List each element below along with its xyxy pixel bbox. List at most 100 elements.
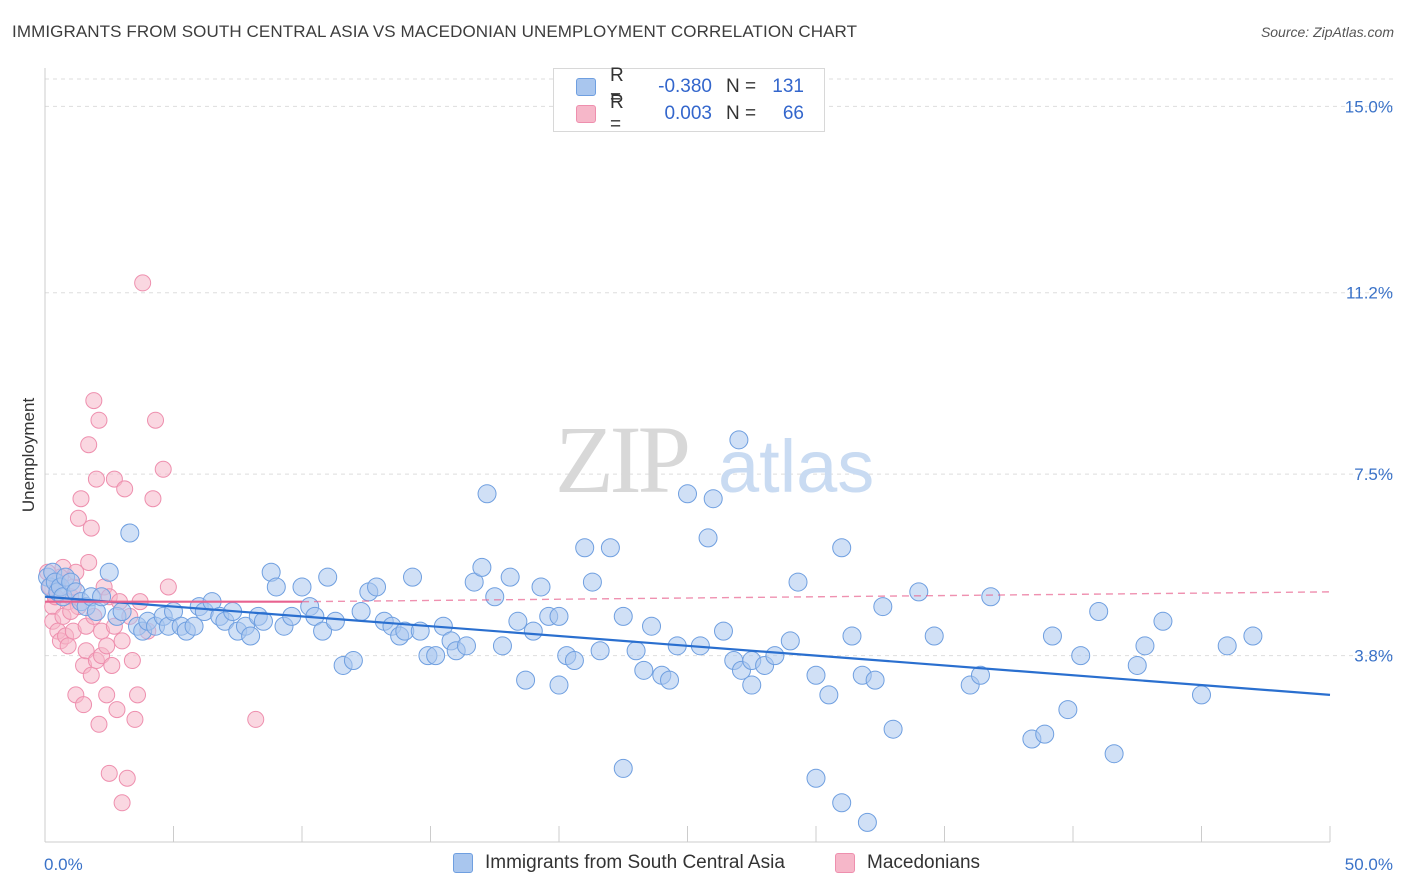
south-central-asia-point — [1104, 744, 1124, 764]
macedonians-point — [87, 470, 105, 488]
macedonians-point — [147, 411, 165, 429]
series-swatch-pink — [835, 853, 855, 873]
south-central-asia-point — [523, 621, 543, 641]
macedonians-point — [103, 656, 121, 674]
south-central-asia-point — [970, 665, 990, 685]
south-central-asia-point — [1089, 601, 1109, 621]
macedonians-point — [72, 490, 90, 508]
south-central-asia-point — [729, 430, 749, 450]
south-central-asia-point — [500, 567, 520, 587]
x-tick-label: 0.0% — [44, 855, 83, 874]
south-central-asia-point — [549, 606, 569, 626]
legend-swatch-blue — [576, 78, 596, 96]
legend-row-south-central-asia: R = -0.380 N = 131 — [576, 65, 804, 108]
south-central-asia-point — [575, 538, 595, 558]
south-central-asia-point — [516, 670, 536, 690]
macedonians-point — [108, 701, 126, 719]
macedonians-points — [39, 274, 265, 812]
macedonians-point — [113, 632, 131, 650]
south-central-asia-point — [698, 528, 718, 548]
south-central-asia-point — [253, 611, 273, 631]
south-central-asia-point — [832, 793, 852, 813]
south-central-asia-point — [492, 636, 512, 656]
macedonians-point — [118, 769, 136, 787]
chart-source: Source: ZipAtlas.com — [1260, 24, 1394, 40]
axes — [44, 68, 1331, 843]
south-central-asia-point — [909, 582, 929, 602]
series-legend: Immigrants from South Central Asia Maced… — [0, 852, 1406, 876]
grid-lines — [45, 78, 1395, 657]
macedonians-point — [116, 480, 134, 498]
south-central-asia-point — [1153, 611, 1173, 631]
south-central-asia-point — [184, 616, 204, 636]
south-central-asia-trend-line — [44, 595, 1331, 696]
south-central-asia-points — [38, 430, 1263, 832]
macedonians-point — [113, 794, 131, 812]
south-central-asia-point — [819, 685, 839, 705]
south-central-asia-point — [806, 665, 826, 685]
y-tick-label: 11.2% — [1346, 284, 1393, 303]
macedonians-point — [90, 715, 108, 733]
south-central-asia-point — [788, 572, 808, 592]
x-tick-label: 50.0% — [1345, 855, 1393, 874]
south-central-asia-point — [485, 587, 505, 607]
macedonians-point — [85, 392, 103, 410]
south-central-asia-point — [92, 587, 112, 607]
south-central-asia-point — [564, 651, 584, 671]
south-central-asia-point — [1035, 724, 1055, 744]
correlation-legend: R = -0.380 N = 131 R = 0.003 N = 66 — [553, 65, 825, 135]
y-tick-label: 15.0% — [1345, 97, 1393, 116]
south-central-asia-point — [924, 626, 944, 646]
series-legend-item-south-central-asia: Immigrants from South Central Asia — [453, 852, 785, 874]
macedonians-point — [82, 519, 100, 537]
macedonians-point — [123, 652, 141, 670]
south-central-asia-point — [1058, 700, 1078, 720]
south-central-asia-point — [531, 577, 551, 597]
south-central-asia-point — [318, 567, 338, 587]
macedonians-point — [100, 764, 118, 782]
legend-r-label: R = — [610, 65, 624, 108]
series-legend-label: Immigrants from South Central Asia — [485, 852, 785, 873]
south-central-asia-point — [703, 489, 723, 509]
south-central-asia-point — [634, 660, 654, 680]
south-central-asia-point — [780, 631, 800, 651]
south-central-asia-point — [857, 812, 877, 832]
south-central-asia-point — [832, 538, 852, 558]
legend-n-label: N = — [726, 76, 757, 97]
south-central-asia-point — [590, 641, 610, 661]
legend-r-label: R = — [610, 92, 624, 135]
south-central-asia-point — [1071, 646, 1091, 666]
south-central-asia-point — [403, 567, 423, 587]
south-central-asia-point — [582, 572, 602, 592]
macedonians-point — [82, 666, 100, 684]
south-central-asia-point — [120, 523, 140, 543]
macedonians-point — [69, 509, 87, 527]
macedonians-point — [98, 637, 116, 655]
legend-r-value: 0.003 — [664, 103, 712, 124]
legend-n-value: 66 — [782, 103, 804, 124]
macedonians-point — [80, 436, 98, 454]
south-central-asia-point — [981, 587, 1001, 607]
south-central-asia-point — [613, 606, 633, 626]
macedonians-point — [59, 637, 77, 655]
legend-swatch-pink — [576, 105, 596, 123]
watermark-zip: ZIP — [555, 406, 688, 513]
macedonians-point — [98, 686, 116, 704]
south-central-asia-point — [642, 616, 662, 636]
south-central-asia-point — [456, 636, 476, 656]
macedonians-point — [105, 470, 123, 488]
tick-labels: 3.8% 7.5% 11.2% 15.0% 0.0% 50.0% — [44, 97, 1393, 874]
south-central-asia-point — [426, 646, 446, 666]
south-central-asia-point — [626, 641, 646, 661]
south-central-asia-point — [351, 601, 371, 621]
south-central-asia-point — [806, 768, 826, 788]
south-central-asia-point — [99, 562, 119, 582]
south-central-asia-point — [313, 621, 333, 641]
south-central-asia-point — [678, 484, 697, 504]
south-central-asia-point — [713, 621, 733, 641]
macedonians-point — [247, 710, 265, 728]
legend-row-macedonians: R = 0.003 N = 66 — [576, 92, 804, 135]
south-central-asia-point — [765, 646, 785, 666]
trend-lines — [44, 591, 1331, 696]
